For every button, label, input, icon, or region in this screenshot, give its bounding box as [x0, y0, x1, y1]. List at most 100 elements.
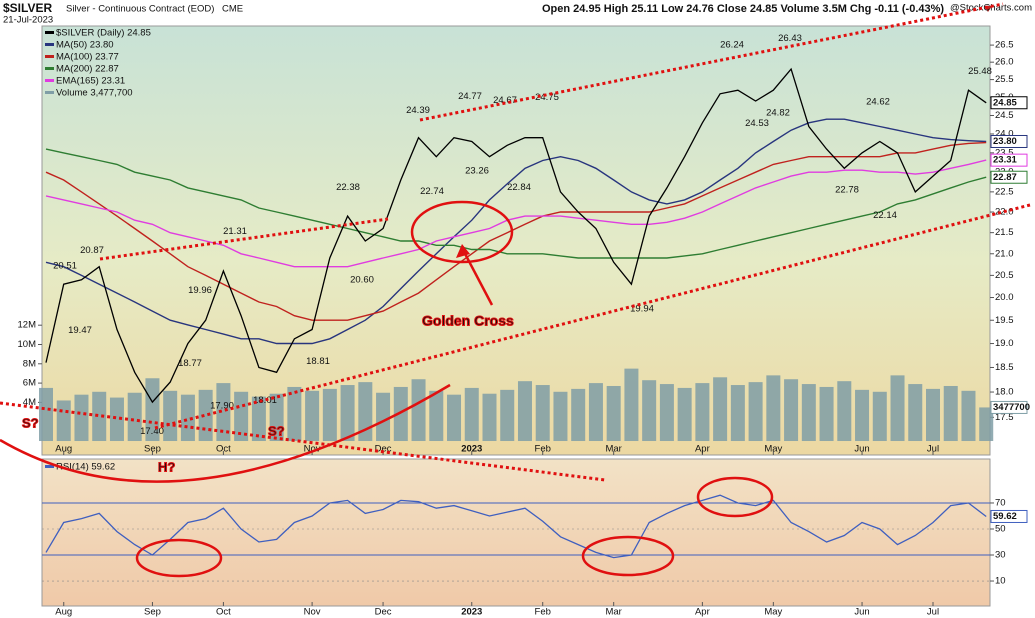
- volume-bar: [553, 391, 568, 442]
- volume-bar: [908, 384, 923, 442]
- y-tick-label: 18.0: [995, 387, 1014, 398]
- lower-trendline: [154, 203, 1031, 430]
- volume-bar: [500, 389, 515, 442]
- annotation: S?: [268, 423, 285, 438]
- price-label: 18.77: [178, 358, 202, 369]
- series-line: [45, 494, 987, 559]
- price-panel: [41, 25, 991, 456]
- y-tick-label: 24.0: [995, 128, 1014, 139]
- quote: Open 24.95 High 25.11 Low 24.76 Close 24…: [542, 3, 944, 15]
- rsi-circle: [696, 476, 774, 518]
- volume-bar: [588, 383, 603, 442]
- volume-bar: [251, 396, 266, 442]
- legend-swatch: [45, 91, 54, 94]
- y-tick-label: 19.5: [995, 315, 1014, 326]
- head-arc: [0, 383, 451, 483]
- volume-bar: [979, 407, 994, 442]
- volume-bar: [358, 382, 373, 442]
- price-label: 22.74: [420, 186, 444, 197]
- series-line: [45, 141, 987, 321]
- volume-bar: [872, 391, 887, 442]
- y-tick-label: 22.5: [995, 186, 1014, 197]
- volume-bar: [429, 390, 444, 442]
- y-tick-label: 50: [995, 524, 1006, 535]
- x-tick-label: Oct: [216, 444, 231, 455]
- price-line: [45, 67, 987, 404]
- price-label: 20.87: [80, 245, 104, 256]
- value-tag-label: 23.80: [993, 136, 1017, 147]
- x-tick-label: Dec: [375, 607, 392, 618]
- volume-bar: [39, 387, 53, 442]
- x-tick-label: 2023: [461, 444, 482, 455]
- arrow-head: [456, 244, 470, 258]
- x-tick-label: Nov: [304, 444, 321, 455]
- annotation: H?: [158, 459, 175, 474]
- price-label: 22.84: [507, 182, 531, 193]
- volume-bar: [535, 385, 550, 442]
- y-tick-label: 30: [995, 550, 1006, 561]
- x-tick-label: Feb: [535, 607, 551, 618]
- value-tag-label: 59.62: [993, 511, 1017, 522]
- value-tag-label: 3477700: [993, 402, 1030, 413]
- x-tick-label: May: [764, 607, 782, 618]
- volume-bar: [393, 386, 408, 442]
- price-label: 17.40: [140, 426, 164, 437]
- y2-tick-label: 6M: [23, 378, 36, 389]
- volume-bar: [322, 388, 337, 442]
- volume-bar: [659, 384, 674, 442]
- value-tag: [990, 400, 1028, 414]
- volume-bar: [837, 381, 852, 442]
- volume-bar: [145, 378, 160, 442]
- volume-bar: [855, 389, 870, 442]
- exchange: CME: [222, 4, 243, 15]
- x-tick-label: Aug: [55, 607, 72, 618]
- x-tick-label: Aug: [55, 444, 72, 455]
- price-label: 22.38: [336, 182, 360, 193]
- date: 21-Jul-2023: [3, 15, 53, 26]
- volume-bar: [730, 385, 745, 442]
- volume-bar: [127, 392, 142, 442]
- y-tick-label: 26.0: [995, 57, 1014, 68]
- volume-bar: [56, 400, 71, 442]
- volume-bar: [269, 393, 284, 442]
- x-tick-label: Feb: [535, 444, 551, 455]
- x-tick-label: Jul: [927, 444, 939, 455]
- series-line: [45, 148, 987, 259]
- rsi-circle: [581, 535, 675, 577]
- legend-label: MA(200) 22.87: [56, 64, 119, 75]
- price-label: 24.82: [766, 107, 790, 118]
- volume-bar: [943, 385, 958, 442]
- value-tag: [990, 170, 1028, 184]
- volume-bar: [180, 394, 195, 442]
- value-tag: [990, 96, 1028, 110]
- volume-bar: [517, 381, 532, 442]
- volume-bar: [216, 383, 231, 442]
- x-tick-label: Sep: [144, 444, 161, 455]
- volume-bar: [695, 383, 710, 442]
- y-tick-label: 23.5: [995, 147, 1014, 158]
- volume-bar: [287, 386, 302, 442]
- y-tick-label: 19.0: [995, 338, 1014, 349]
- price-label: 19.47: [68, 325, 92, 336]
- volume-bar: [926, 388, 940, 442]
- x-tick-label: Mar: [605, 444, 621, 455]
- x-tick-label: Apr: [695, 607, 710, 618]
- value-tag-label: 24.85: [993, 97, 1017, 108]
- y-tick-label: 17.5: [995, 412, 1014, 423]
- volume-bar: [464, 387, 479, 442]
- legend-swatch: [45, 465, 54, 468]
- y-tick-label: 24.5: [995, 110, 1014, 121]
- golden-cross-circle: [410, 200, 514, 264]
- value-tag: [990, 134, 1028, 148]
- price-label: 22.14: [873, 210, 897, 221]
- price-label: 24.53: [745, 118, 769, 129]
- price-label: 20.51: [53, 260, 77, 271]
- x-tick-label: Mar: [605, 607, 621, 618]
- x-tick-label: Sep: [144, 607, 161, 618]
- y-tick-label: 20.0: [995, 292, 1014, 303]
- volume-bar: [766, 375, 781, 442]
- legend-swatch: [45, 31, 54, 34]
- rsi-circle: [135, 538, 223, 578]
- y-tick-label: 25.5: [995, 74, 1014, 85]
- x-tick-label: Apr: [695, 444, 710, 455]
